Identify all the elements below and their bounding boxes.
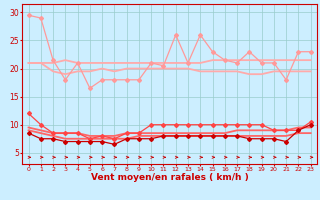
- X-axis label: Vent moyen/en rafales ( km/h ): Vent moyen/en rafales ( km/h ): [91, 173, 248, 182]
